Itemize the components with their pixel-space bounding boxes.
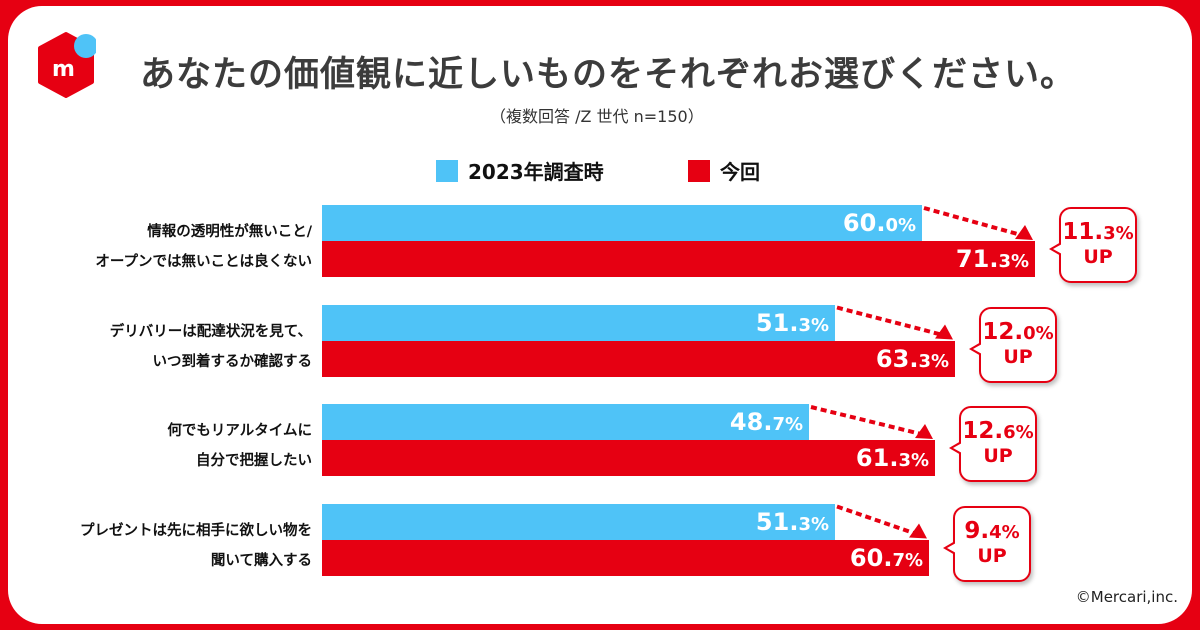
increase-suffix: UP <box>977 544 1007 567</box>
bar-2023: 51.3% <box>322 304 835 341</box>
bar-now: 61.3% <box>322 440 935 476</box>
legend-swatch <box>688 159 710 182</box>
data-label: 48.7% <box>729 408 803 436</box>
increase-arrow-line <box>836 504 916 536</box>
bar-now: 71.3% <box>322 241 1035 277</box>
legend-swatch <box>436 159 458 182</box>
data-label: 60.7% <box>849 543 923 572</box>
bar-2023: 60.0% <box>322 205 922 241</box>
legend-label: 今回 <box>720 160 760 184</box>
increase-suffix: UP <box>983 445 1013 467</box>
legend-item-now: 今回 <box>688 156 760 185</box>
data-label: 51.3% <box>755 507 829 536</box>
data-label: 51.3% <box>755 308 829 337</box>
category-label-line: 自分で把握したい <box>196 453 312 469</box>
category-label: 何でもリアルタイムに自分で把握したい <box>0 416 312 476</box>
svg-text:m: m <box>52 57 75 82</box>
category-label-line: 何でもリアルタイムに <box>167 423 312 439</box>
data-label: 63.3% <box>875 344 949 373</box>
category-label: プレゼントは先に相手に欲しい物を聞いて購入する <box>0 516 312 576</box>
arrow-head-icon <box>909 523 927 539</box>
page-title: あなたの価値観に近しいものをそれぞれお選びください。 <box>140 55 1077 95</box>
bar-now: 63.3% <box>322 340 955 377</box>
category-label: デリバリーは配達状況を見て、いつ到着するか確認する <box>0 317 312 377</box>
category-label-line: オープンでは無いことは良くない <box>95 254 312 270</box>
copyright: ©Mercari,inc. <box>1075 588 1178 606</box>
bar-now: 60.7% <box>322 539 929 576</box>
increase-callout: 11.3% UP <box>1049 207 1137 283</box>
callout-tail <box>953 443 962 454</box>
callout-tail <box>947 542 956 553</box>
increase-callout: 12.6% UP <box>949 406 1037 482</box>
increase-callout: 9.4% UP <box>943 505 1031 582</box>
increase-suffix: UP <box>1083 246 1113 268</box>
category-label-line: デリバリーは配達状況を見て、 <box>109 323 312 340</box>
bar-2023: 51.3% <box>322 503 835 540</box>
arrow-head-icon <box>935 324 953 340</box>
bar-2023: 48.7% <box>322 404 809 440</box>
mercari-logo: m <box>38 32 96 98</box>
category-label-line: 聞いて購入する <box>210 552 312 569</box>
page-subtitle: （複数回答 /Z 世代 n=150） <box>490 107 704 126</box>
data-label: 61.3% <box>855 444 929 472</box>
legend-label: 2023年調査時 <box>468 160 604 184</box>
increase-callout: 12.0% UP <box>969 306 1057 383</box>
callout-tail <box>973 343 982 354</box>
category-label-line: プレゼントは先に相手に欲しい物を <box>80 522 312 539</box>
arrow-head-icon <box>1015 225 1033 240</box>
category-label-line: 情報の透明性が無いこと/ <box>147 224 312 240</box>
increase-arrow-line <box>810 405 922 436</box>
increase-arrow-line <box>923 206 1022 237</box>
increase-arrow-line <box>836 305 942 337</box>
increase-suffix: UP <box>1003 345 1033 368</box>
increase-value: 11.3% <box>1062 219 1134 245</box>
legend-item-2023: 2023年調査時 <box>436 156 604 185</box>
increase-value: 12.6% <box>962 418 1034 444</box>
data-label: 71.3% <box>955 245 1029 273</box>
data-label: 60.0% <box>842 209 916 237</box>
arrow-head-icon <box>915 424 933 439</box>
callout-tail <box>1053 244 1062 255</box>
category-label-line: いつ到着するか確認する <box>152 353 313 370</box>
category-label: 情報の透明性が無いこと/オープンでは無いことは良くない <box>0 217 312 277</box>
increase-value: 12.0% <box>982 318 1054 345</box>
increase-value: 9.4% <box>964 517 1020 544</box>
